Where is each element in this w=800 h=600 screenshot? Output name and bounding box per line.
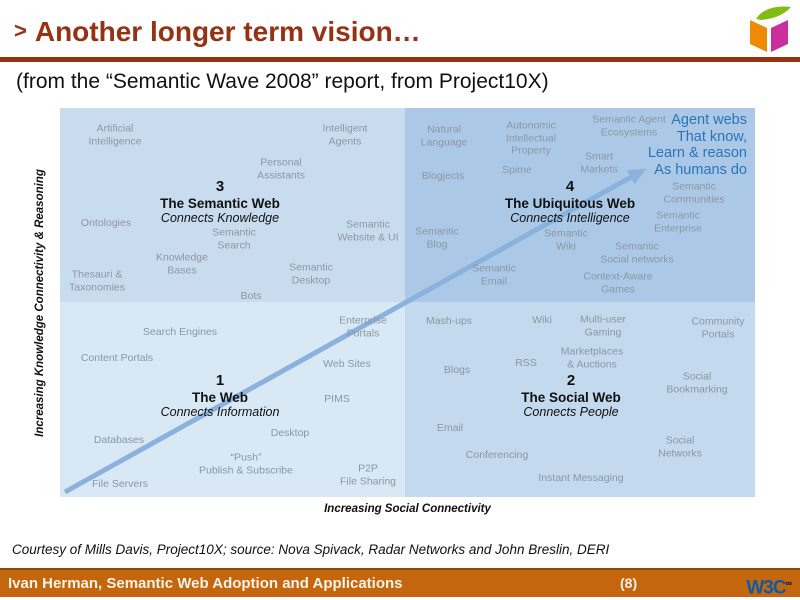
- diagram-label: Context-Aware Games: [583, 270, 653, 296]
- quadrant-name: The Ubiquitous Web: [504, 196, 636, 211]
- diagram-label: Semantic Communities: [663, 180, 725, 206]
- quadrant-name: The Semantic Web: [160, 196, 280, 211]
- diagram-label: Bots: [240, 289, 262, 302]
- diagram-label: Ontologies: [80, 216, 132, 229]
- diagram-label: Knowledge Bases: [156, 251, 208, 277]
- diagram-label: Semantic Search: [212, 226, 256, 252]
- quadrant-header-q1: 1 The Web Connects Information: [161, 373, 280, 419]
- diagram-label: Search Engines: [142, 325, 218, 338]
- diagram-label: Personal Assistants: [257, 156, 305, 182]
- diagram-label: Semantic Enterprise: [654, 209, 702, 235]
- footer-bar: Ivan Herman, Semantic Web Adoption and A…: [0, 568, 800, 600]
- diagram-label: Semantic Social networks: [600, 240, 674, 266]
- diagram-label: Semantic Website & UI: [337, 218, 399, 244]
- quadrant-tagline: Connects Intelligence: [510, 211, 630, 225]
- diagram-label: Email: [436, 421, 464, 434]
- diagram-label: Thesauri & Taxonomies: [68, 268, 126, 294]
- diagram-label: PIMS: [324, 392, 350, 405]
- diagram-label: “Push” Publish & Subscribe: [199, 451, 293, 477]
- quadrant-name: The Social Web: [521, 390, 621, 405]
- diagram-label: Natural Language: [420, 123, 468, 149]
- diagram-label: Social Bookmarking: [666, 370, 728, 396]
- quadrant-number: 4: [565, 178, 575, 195]
- diagram-label: Marketplaces & Auctions: [560, 345, 624, 371]
- title-rule: [0, 57, 800, 62]
- diagram-label: Semantic Wiki: [544, 227, 588, 253]
- diagram-label: Community Portals: [691, 315, 745, 341]
- diagram-label: Mash-ups: [425, 314, 473, 327]
- diagram-label: RSS: [515, 356, 537, 369]
- diagram-label: Wiki: [532, 313, 552, 326]
- title-bullet: >: [14, 18, 27, 43]
- diagram-label: Content Portals: [80, 351, 154, 364]
- diagram-label: Databases: [93, 433, 145, 446]
- diagram-label: Semantic Email: [472, 262, 516, 288]
- quadrant-number: 2: [566, 372, 576, 389]
- diagram-label: Semantic Agent Ecosystems: [592, 113, 666, 139]
- quadrant-tagline: Connects Information: [160, 405, 280, 419]
- subtitle: (from the “Semantic Wave 2008” report, f…: [16, 70, 549, 93]
- quadrant-number: 1: [215, 372, 225, 389]
- w3c-logo-text: W3C: [746, 577, 786, 599]
- diagram-label: Spime: [502, 163, 532, 176]
- diagram-label: Autonomic Intellectual Property: [505, 119, 557, 157]
- quadrant-chart: Agent webs That know, Learn & reason As …: [60, 108, 755, 497]
- diagram-label: Artificial Intelligence: [88, 122, 142, 148]
- diagram-label: Blogs: [443, 363, 471, 376]
- diagram-label: Semantic Blog: [415, 225, 459, 251]
- diagram-label: Instant Messaging: [538, 471, 624, 484]
- title-text: Another longer term vision…: [34, 16, 421, 47]
- diagram-label: Conferencing: [465, 448, 529, 461]
- diagram-label: Smart Markets: [580, 150, 618, 176]
- w3c-logo: W3C∞: [746, 571, 792, 600]
- quadrant-header-q4: 4 The Ubiquitous Web Connects Intelligence: [505, 179, 635, 225]
- diagram-label: Blogjects: [421, 169, 465, 182]
- diagram-label: Multi-user Gaming: [579, 313, 627, 339]
- footer-page-number: (8): [620, 575, 638, 591]
- w3c-logo-superscript: ∞: [785, 578, 792, 588]
- quadrant-header-q3: 3 The Semantic Web Connects Knowledge: [160, 179, 280, 225]
- quadrant-tagline: Connects People: [523, 405, 619, 419]
- diagram-label: Intelligent Agents: [322, 122, 368, 148]
- agent-webs-annotation: Agent webs That know, Learn & reason As …: [647, 112, 747, 178]
- footer-author: Ivan Herman, Semantic Web Adoption and A…: [8, 575, 403, 592]
- quadrant-name: The Web: [191, 390, 248, 405]
- diagram-label: Semantic Desktop: [289, 261, 333, 287]
- diagram-label: Enterprise Portals: [339, 314, 387, 340]
- diagram-label: P2P File Sharing: [339, 462, 397, 488]
- quadrant-header-q2: 2 The Social Web Connects People: [521, 373, 621, 419]
- quadrant-tagline: Connects Knowledge: [160, 211, 280, 225]
- credit-line: Courtesy of Mills Davis, Project10X; sou…: [12, 542, 610, 557]
- diagram-label: File Servers: [91, 477, 149, 490]
- sweo-cube-logo-icon: [749, 6, 791, 52]
- quadrant-number: 3: [215, 178, 225, 195]
- y-axis-label: Increasing Knowledge Connectivity & Reas…: [34, 169, 46, 437]
- page-title: > Another longer term vision…: [14, 16, 744, 48]
- diagram-label: Desktop: [270, 426, 310, 439]
- x-axis-label: Increasing Social Connectivity: [324, 503, 491, 515]
- diagram-label: Social Networks: [658, 434, 702, 460]
- diagram-label: Web Sites: [323, 357, 371, 370]
